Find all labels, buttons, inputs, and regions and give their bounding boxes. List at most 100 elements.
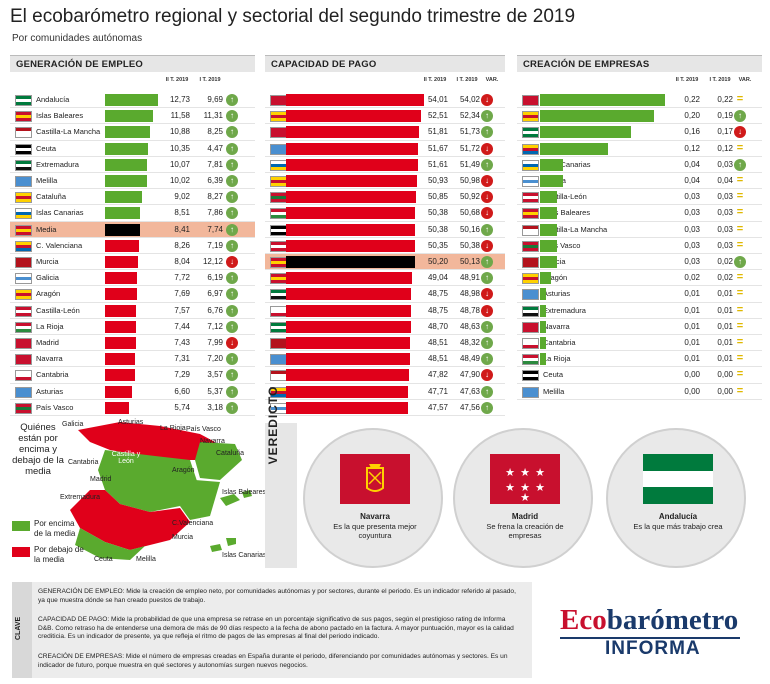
value-current: 10,07 <box>169 159 190 169</box>
verdict-andalucia-desc: Es la que más trabajo crea <box>633 522 723 531</box>
bar-mark <box>105 223 140 236</box>
arrow-up-icon: ↑ <box>481 337 493 349</box>
table-row: La Rioja 7,44 7,12 ↑ <box>10 319 255 335</box>
value-previous: 9,69 <box>207 95 223 104</box>
value-previous: 0,17 <box>717 127 733 137</box>
arrow-up-icon: ↑ <box>226 239 238 252</box>
region-name: Ceuta <box>36 143 57 153</box>
map-label: Extremadura <box>60 494 101 501</box>
bar-mark <box>540 353 546 366</box>
region-name: Cantabria <box>36 370 69 380</box>
map-region-centre-green <box>98 450 200 512</box>
value-previous: 7,20 <box>207 354 223 364</box>
value-current: 48,51 <box>427 354 448 364</box>
arrow-down-icon: ↓ <box>481 369 493 382</box>
region-flag-icon <box>15 159 32 171</box>
bar-mark <box>286 369 409 382</box>
value-previous: 48,98 <box>459 289 480 299</box>
value-current: 48,75 <box>427 289 448 299</box>
arrow-up-icon: ↑ <box>481 126 493 139</box>
map-region-catalonia <box>195 442 242 480</box>
table-row: Extremadura 10,07 7,81 ↑ <box>10 157 255 173</box>
region-flag-icon <box>270 176 287 187</box>
table-row: Islas Baleares 0,03 0,03 = <box>517 205 762 222</box>
value-current: 8,41 <box>174 224 190 234</box>
arrow-down-icon: ↓ <box>481 191 493 204</box>
arrow-up-icon: ↑ <box>481 385 493 398</box>
region-flag-icon <box>15 305 32 317</box>
arrow-up-icon: ↑ <box>226 385 238 398</box>
bar-mark <box>105 337 136 349</box>
value-previous: 47,90 <box>459 370 480 380</box>
region-flag-icon <box>270 257 287 268</box>
bar-mark <box>105 94 158 106</box>
value-current: 7,57 <box>174 305 190 315</box>
table-row: Ceuta 10,35 4,47 ↑ <box>10 141 255 157</box>
arrow-up-icon: ↑ <box>226 175 238 187</box>
value-previous: 0,03 <box>717 159 733 169</box>
table-row: Ceuta 0,00 0,00 = <box>517 367 762 384</box>
region-name: Islas Canarias <box>36 208 84 218</box>
region-flag-icon <box>15 143 32 155</box>
region-flag-icon <box>270 338 287 349</box>
value-current: 0,01 <box>684 354 700 364</box>
map-label: Murcia <box>172 534 194 541</box>
region-flag-icon <box>15 95 32 106</box>
region-flag-icon <box>15 127 32 139</box>
arrow-up-icon: ↑ <box>226 320 238 333</box>
verdict-madrid-name: Madrid <box>511 512 539 521</box>
arrow-up-icon: ↑ <box>481 401 493 414</box>
bar-mark <box>105 142 148 155</box>
value-current: 0,01 <box>684 321 700 331</box>
verdict-madrid-desc: Se frena la creación de empresas <box>486 522 564 540</box>
value-current: 0,00 <box>684 370 700 380</box>
table-row: Castilla-La Mancha 10,88 8,25 ↑ <box>10 124 255 141</box>
bar-mark <box>540 207 558 220</box>
value-current: 0,02 <box>684 273 700 283</box>
region-flag-icon <box>15 338 32 349</box>
region-flag-icon <box>270 111 287 123</box>
value-current: 48,70 <box>427 321 448 331</box>
value-current: 0,00 <box>684 386 700 396</box>
region-name: Islas Baleares <box>36 111 84 121</box>
arrow-up-icon: ↑ <box>481 320 493 333</box>
value-current: 10,02 <box>169 176 190 185</box>
region-flag-icon <box>522 321 539 333</box>
table-row: Media 8,41 7,74 ↑ <box>10 221 255 238</box>
map-region-andalucia <box>75 528 145 560</box>
value-previous: 7,99 <box>207 338 223 347</box>
region-name: Asturias <box>543 289 571 299</box>
arrow-up-icon: ↑ <box>734 158 746 171</box>
value-previous: 0,12 <box>717 143 733 153</box>
page-title: El ecobarómetro regional y sectorial del… <box>10 6 576 27</box>
value-current: 51,67 <box>427 143 448 153</box>
value-current: 0,01 <box>684 338 700 347</box>
region-flag-icon <box>522 176 539 187</box>
region-flag-icon <box>15 402 32 414</box>
value-previous: 48,78 <box>459 305 480 315</box>
equal-icon: = <box>736 319 744 332</box>
map-label: Galicia <box>62 421 84 428</box>
value-previous: 54,02 <box>459 95 480 104</box>
region-flag-icon <box>270 224 287 236</box>
navarra-flag <box>340 454 410 504</box>
bar-mark <box>540 110 654 123</box>
logo-underline <box>560 637 740 639</box>
legend-below-swatch <box>12 547 30 557</box>
region-flag-icon <box>15 370 32 382</box>
region-flag-icon <box>522 289 539 301</box>
value-previous: 52,34 <box>459 111 480 121</box>
verdict-navarra-desc: Es la que presenta mejor coyuntura <box>333 522 417 540</box>
region-flag-icon <box>522 305 539 317</box>
value-current: 7,29 <box>174 370 190 380</box>
map-label: Islas Canarias <box>222 552 267 559</box>
map-label: C.Valenciana <box>172 520 214 527</box>
region-name: Murcia <box>36 257 59 266</box>
region-flag-icon <box>522 159 539 171</box>
bar-mark <box>286 158 419 171</box>
equal-icon: = <box>736 368 744 381</box>
value-previous: 0,01 <box>717 289 733 299</box>
